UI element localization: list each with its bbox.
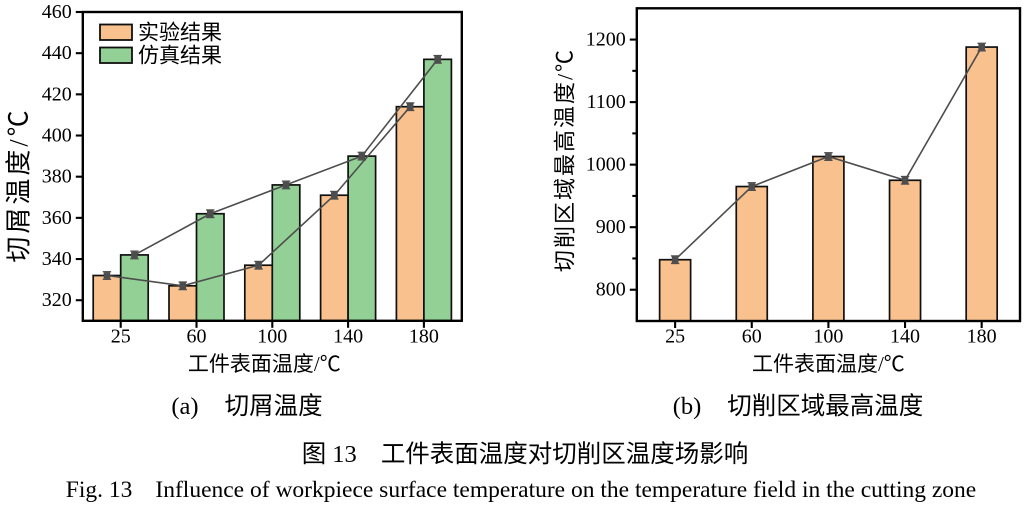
subcaption-a: (a) 切屑温度 [171,387,322,422]
y-axis-title: 切削区域最高温度/℃ [553,48,578,272]
figure-caption-en-text: Influence of workpiece surface temperatu… [155,476,977,503]
x-tick-label: 60 [742,326,762,348]
bar-实验结果-140 [888,179,922,322]
x-tick-label: 140 [890,326,920,348]
subcaption-a-text: 切屑温度 [224,393,323,420]
bar-实验结果-100 [243,264,274,322]
marker-实验结果-140 [901,176,909,184]
marker-仿真结果-180 [434,56,441,63]
bar-实验结果-180 [965,46,999,322]
y-tick-label: 420 [42,83,72,105]
y-tick-label: 400 [42,125,72,147]
y-tick-label: 1100 [587,91,626,113]
bar-实验结果-140 [319,194,349,322]
x-tick-label: 25 [111,325,131,347]
x-tick-label: 60 [187,325,207,347]
marker-实验结果-100 [255,261,262,269]
bar-仿真结果-180 [423,58,453,322]
x-tick-label: 180 [967,326,997,348]
x-tick-label: 140 [333,325,363,347]
bar-实验结果-25 [92,274,122,322]
figure-caption-en-label: Fig. 13 [65,476,133,503]
figure-caption-zh-label: 图 13 [301,440,357,468]
bar-实验结果-100 [812,155,845,322]
figure-caption-zh-text: 工件表面温度对切削区温度场影响 [380,440,749,468]
y-tick-label: 460 [42,1,72,23]
x-tick-label: 180 [409,325,439,347]
y-tick-label: 340 [42,248,72,270]
y-tick-label: 1000 [586,154,626,176]
marker-仿真结果-100 [282,181,290,189]
bar-仿真结果-140 [347,155,377,322]
bar-仿真结果-25 [119,254,150,322]
subcaption-b-label: (b) [672,393,702,420]
marker-实验结果-60 [748,183,756,190]
marker-实验结果-180 [406,103,414,110]
figure-caption-zh: 图 13 工件表面温度对切削区温度场影响 [302,435,749,470]
y-tick-label: 900 [596,216,626,238]
legend-swatch-仿真结果 [99,46,133,64]
marker-仿真结果-25 [131,251,138,259]
marker-实验结果-100 [825,153,832,160]
x-tick-label: 25 [665,326,685,348]
figure-caption-en: Fig. 13 Influence of workpiece surface te… [66,477,976,504]
marker-实验结果-180 [978,43,985,51]
marker-实验结果-140 [331,191,338,199]
marker-仿真结果-60 [206,210,214,218]
x-axis-title: 工件表面温度/℃ [752,352,905,376]
legend-label-仿真结果: 仿真结果 [138,43,222,67]
subcaption-b: (b) 切削区域最高温度 [673,387,924,422]
bar-实验结果-60 [735,185,769,322]
y-axis-title: 切屑温度/℃ [5,107,34,262]
bar-实验结果-180 [395,105,425,322]
y-tick-label: 1200 [586,29,626,51]
bar-仿真结果-100 [271,184,301,322]
plot-frame [81,10,464,322]
subcaption-a-label: (a) [171,393,199,420]
bar-实验结果-60 [168,284,198,322]
legend-label-实验结果: 实验结果 [138,20,222,44]
y-tick-label: 360 [42,207,72,229]
y-tick-label: 380 [42,166,72,188]
marker-实验结果-25 [103,272,111,279]
y-tick-label: 800 [596,279,626,301]
y-tick-label: 440 [42,42,72,64]
chart-max-cutting-zone-temperature: 800 900 1000 1100 1200 25 60 100 140 180 工件表面温度/℃ 切… [553,7,1022,376]
subcaption-b-text: 切削区域最高温度 [727,393,924,420]
marker-仿真结果-140 [358,152,366,160]
bar-仿真结果-60 [195,212,225,322]
x-tick-label: 100 [257,325,287,347]
legend-swatch-实验结果 [99,23,133,41]
plot-frame [635,7,1022,323]
marker-实验结果-60 [179,282,187,290]
chart-chip-temperature: 320 340 360 380 400 420 440 460 25 60 100 140 180 工件表… [5,1,464,376]
x-tick-label: 100 [813,326,843,348]
bar-实验结果-25 [658,258,692,322]
marker-实验结果-25 [671,256,679,264]
y-tick-label: 320 [42,289,72,311]
x-axis-title: 工件表面温度/℃ [188,352,341,376]
